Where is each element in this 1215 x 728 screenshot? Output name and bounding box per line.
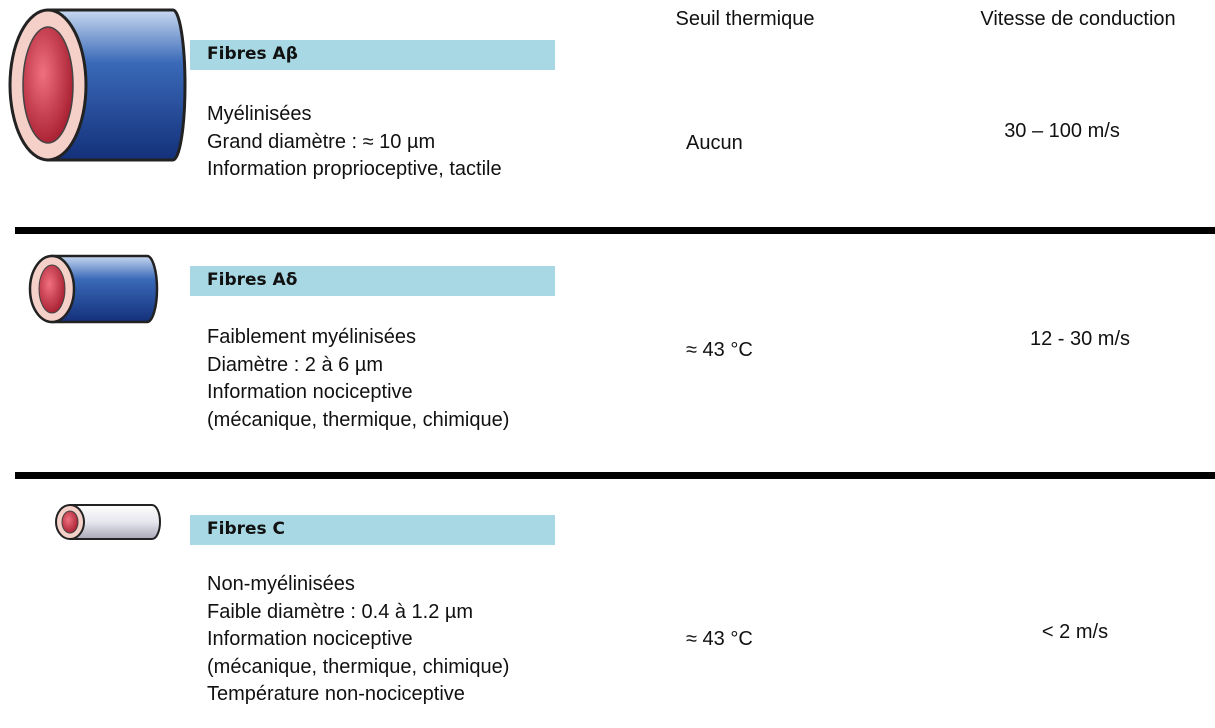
fiber-name: Fibres C: [207, 519, 286, 539]
fiber-description: Température non-nociceptive: [207, 683, 465, 705]
fiber-c-icon: [55, 504, 161, 540]
fiber-icons: [8, 8, 187, 540]
fiber-label-bar: Fibres Aβ: [190, 40, 555, 70]
fiber-description: (mécanique, thermique, chimique): [207, 408, 510, 431]
fiber-description: Faible diamètre : 0.4 à 1.2 µm: [207, 600, 474, 623]
fiber-name: Fibres Aδ: [207, 270, 298, 290]
fiber-description: Information nociceptive: [207, 628, 413, 650]
fiber-abeta-icon: [8, 8, 187, 162]
fiber-name: Fibres Aβ: [207, 44, 298, 64]
column-header: Vitesse de conduction: [980, 8, 1176, 30]
separator: [15, 472, 1215, 479]
fiber-description: Grand diamètre : ≈ 10 µm: [207, 130, 436, 153]
column-header: Seuil thermique: [675, 8, 815, 30]
fiber-label-bar: Fibres C: [190, 515, 555, 545]
fiber-description: Non-myélinisées: [207, 573, 355, 595]
fiber-description: Diamètre : 2 à 6 µm: [207, 353, 384, 376]
threshold-value: Aucun: [686, 132, 743, 154]
speed-value: 12 - 30 m/s: [1029, 328, 1131, 350]
fiber-description: (mécanique, thermique, chimique): [207, 655, 510, 678]
fiber-adelta-icon: [28, 254, 159, 324]
fiber-label-bar: Fibres Aδ: [190, 266, 555, 296]
fiber-description: Information nociceptive: [207, 381, 413, 403]
fiber-description: Myélinisées: [207, 103, 312, 125]
threshold-value: ≈ 43 °C: [686, 628, 753, 650]
speed-value: < 2 m/s: [1041, 621, 1109, 643]
speed-value: 30 – 100 m/s: [1004, 120, 1120, 142]
separator: [15, 227, 1215, 234]
threshold-value: ≈ 43 °C: [686, 339, 753, 361]
fiber-description: Faiblement myélinisées: [207, 326, 416, 348]
fiber-description: Information proprioceptive, tactile: [207, 158, 502, 180]
